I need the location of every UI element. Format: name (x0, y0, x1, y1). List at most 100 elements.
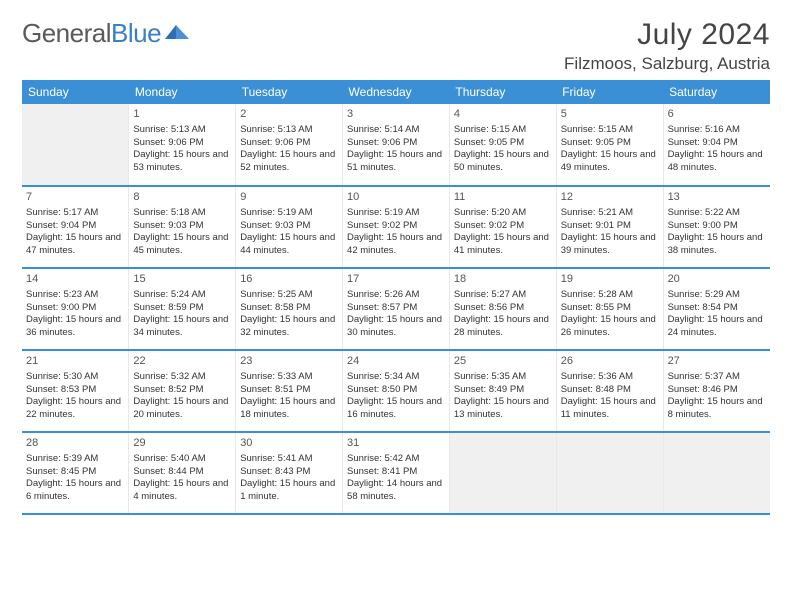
daylight-line: Daylight: 15 hours and 1 minute. (240, 478, 338, 504)
calendar-cell: 27Sunrise: 5:37 AMSunset: 8:46 PMDayligh… (663, 350, 770, 432)
calendar-cell: 22Sunrise: 5:32 AMSunset: 8:52 PMDayligh… (129, 350, 236, 432)
day-number: 29 (133, 436, 231, 451)
sunset-line: Sunset: 8:57 PM (347, 302, 445, 315)
daylight-line: Daylight: 14 hours and 58 minutes. (347, 478, 445, 504)
logo-text: GeneralBlue (22, 18, 161, 49)
sunrise-line: Sunrise: 5:23 AM (26, 289, 124, 302)
day-number: 3 (347, 107, 445, 122)
daylight-line: Daylight: 15 hours and 47 minutes. (26, 232, 124, 258)
logo-mark-icon (165, 21, 191, 46)
calendar-cell: 9Sunrise: 5:19 AMSunset: 9:03 PMDaylight… (236, 186, 343, 268)
day-number: 5 (561, 107, 659, 122)
sunrise-line: Sunrise: 5:39 AM (26, 453, 124, 466)
daylight-line: Daylight: 15 hours and 48 minutes. (668, 149, 766, 175)
daylight-line: Daylight: 15 hours and 6 minutes. (26, 478, 124, 504)
sunrise-line: Sunrise: 5:34 AM (347, 371, 445, 384)
calendar-cell: 31Sunrise: 5:42 AMSunset: 8:41 PMDayligh… (343, 432, 450, 514)
sunrise-line: Sunrise: 5:40 AM (133, 453, 231, 466)
sunset-line: Sunset: 9:06 PM (347, 137, 445, 150)
day-header: Monday (129, 80, 236, 104)
sunset-line: Sunset: 9:06 PM (240, 137, 338, 150)
sunrise-line: Sunrise: 5:20 AM (454, 207, 552, 220)
calendar-cell: 30Sunrise: 5:41 AMSunset: 8:43 PMDayligh… (236, 432, 343, 514)
day-header: Tuesday (236, 80, 343, 104)
daylight-line: Daylight: 15 hours and 36 minutes. (26, 314, 124, 340)
sunset-line: Sunset: 8:59 PM (133, 302, 231, 315)
sunset-line: Sunset: 9:03 PM (240, 220, 338, 233)
day-number: 27 (668, 354, 766, 369)
daylight-line: Daylight: 15 hours and 26 minutes. (561, 314, 659, 340)
day-number: 22 (133, 354, 231, 369)
calendar-cell (663, 432, 770, 514)
day-number: 19 (561, 272, 659, 287)
sunrise-line: Sunrise: 5:36 AM (561, 371, 659, 384)
calendar-cell: 4Sunrise: 5:15 AMSunset: 9:05 PMDaylight… (449, 104, 556, 186)
sunset-line: Sunset: 9:00 PM (668, 220, 766, 233)
day-header: Saturday (663, 80, 770, 104)
calendar-cell (22, 104, 129, 186)
sunrise-line: Sunrise: 5:30 AM (26, 371, 124, 384)
calendar-body: 1Sunrise: 5:13 AMSunset: 9:06 PMDaylight… (22, 104, 770, 514)
calendar-cell: 20Sunrise: 5:29 AMSunset: 8:54 PMDayligh… (663, 268, 770, 350)
sunset-line: Sunset: 9:03 PM (133, 220, 231, 233)
sunset-line: Sunset: 8:46 PM (668, 384, 766, 397)
calendar-week: 21Sunrise: 5:30 AMSunset: 8:53 PMDayligh… (22, 350, 770, 432)
daylight-line: Daylight: 15 hours and 53 minutes. (133, 149, 231, 175)
calendar-cell: 25Sunrise: 5:35 AMSunset: 8:49 PMDayligh… (449, 350, 556, 432)
sunset-line: Sunset: 9:06 PM (133, 137, 231, 150)
sunrise-line: Sunrise: 5:24 AM (133, 289, 231, 302)
sunset-line: Sunset: 9:00 PM (26, 302, 124, 315)
daylight-line: Daylight: 15 hours and 34 minutes. (133, 314, 231, 340)
day-number: 6 (668, 107, 766, 122)
month-title: July 2024 (564, 18, 770, 52)
day-number: 18 (454, 272, 552, 287)
sunrise-line: Sunrise: 5:21 AM (561, 207, 659, 220)
sunrise-line: Sunrise: 5:18 AM (133, 207, 231, 220)
calendar-cell: 5Sunrise: 5:15 AMSunset: 9:05 PMDaylight… (556, 104, 663, 186)
calendar-cell: 19Sunrise: 5:28 AMSunset: 8:55 PMDayligh… (556, 268, 663, 350)
sunrise-line: Sunrise: 5:29 AM (668, 289, 766, 302)
sunset-line: Sunset: 9:04 PM (668, 137, 766, 150)
sunrise-line: Sunrise: 5:42 AM (347, 453, 445, 466)
sunrise-line: Sunrise: 5:13 AM (240, 124, 338, 137)
calendar-cell: 13Sunrise: 5:22 AMSunset: 9:00 PMDayligh… (663, 186, 770, 268)
daylight-line: Daylight: 15 hours and 49 minutes. (561, 149, 659, 175)
day-number: 9 (240, 190, 338, 205)
day-number: 31 (347, 436, 445, 451)
sunset-line: Sunset: 9:01 PM (561, 220, 659, 233)
calendar-week: 28Sunrise: 5:39 AMSunset: 8:45 PMDayligh… (22, 432, 770, 514)
daylight-line: Daylight: 15 hours and 41 minutes. (454, 232, 552, 258)
daylight-line: Daylight: 15 hours and 30 minutes. (347, 314, 445, 340)
daylight-line: Daylight: 15 hours and 20 minutes. (133, 396, 231, 422)
sunrise-line: Sunrise: 5:25 AM (240, 289, 338, 302)
sunset-line: Sunset: 9:05 PM (561, 137, 659, 150)
sunrise-line: Sunrise: 5:22 AM (668, 207, 766, 220)
sunset-line: Sunset: 9:02 PM (347, 220, 445, 233)
sunrise-line: Sunrise: 5:26 AM (347, 289, 445, 302)
day-number: 15 (133, 272, 231, 287)
sunrise-line: Sunrise: 5:14 AM (347, 124, 445, 137)
daylight-line: Daylight: 15 hours and 16 minutes. (347, 396, 445, 422)
sunrise-line: Sunrise: 5:37 AM (668, 371, 766, 384)
calendar-cell: 14Sunrise: 5:23 AMSunset: 9:00 PMDayligh… (22, 268, 129, 350)
sunrise-line: Sunrise: 5:19 AM (347, 207, 445, 220)
location: Filzmoos, Salzburg, Austria (564, 54, 770, 74)
logo-part2: Blue (111, 18, 161, 48)
day-header: Sunday (22, 80, 129, 104)
sunset-line: Sunset: 8:49 PM (454, 384, 552, 397)
calendar-cell: 3Sunrise: 5:14 AMSunset: 9:06 PMDaylight… (343, 104, 450, 186)
day-number: 20 (668, 272, 766, 287)
daylight-line: Daylight: 15 hours and 13 minutes. (454, 396, 552, 422)
day-number: 26 (561, 354, 659, 369)
sunrise-line: Sunrise: 5:33 AM (240, 371, 338, 384)
sunset-line: Sunset: 8:51 PM (240, 384, 338, 397)
day-header: Friday (556, 80, 663, 104)
daylight-line: Daylight: 15 hours and 38 minutes. (668, 232, 766, 258)
calendar-cell: 29Sunrise: 5:40 AMSunset: 8:44 PMDayligh… (129, 432, 236, 514)
day-number: 12 (561, 190, 659, 205)
calendar-cell: 12Sunrise: 5:21 AMSunset: 9:01 PMDayligh… (556, 186, 663, 268)
sunset-line: Sunset: 8:58 PM (240, 302, 338, 315)
sunset-line: Sunset: 9:05 PM (454, 137, 552, 150)
daylight-line: Daylight: 15 hours and 32 minutes. (240, 314, 338, 340)
sunrise-line: Sunrise: 5:17 AM (26, 207, 124, 220)
